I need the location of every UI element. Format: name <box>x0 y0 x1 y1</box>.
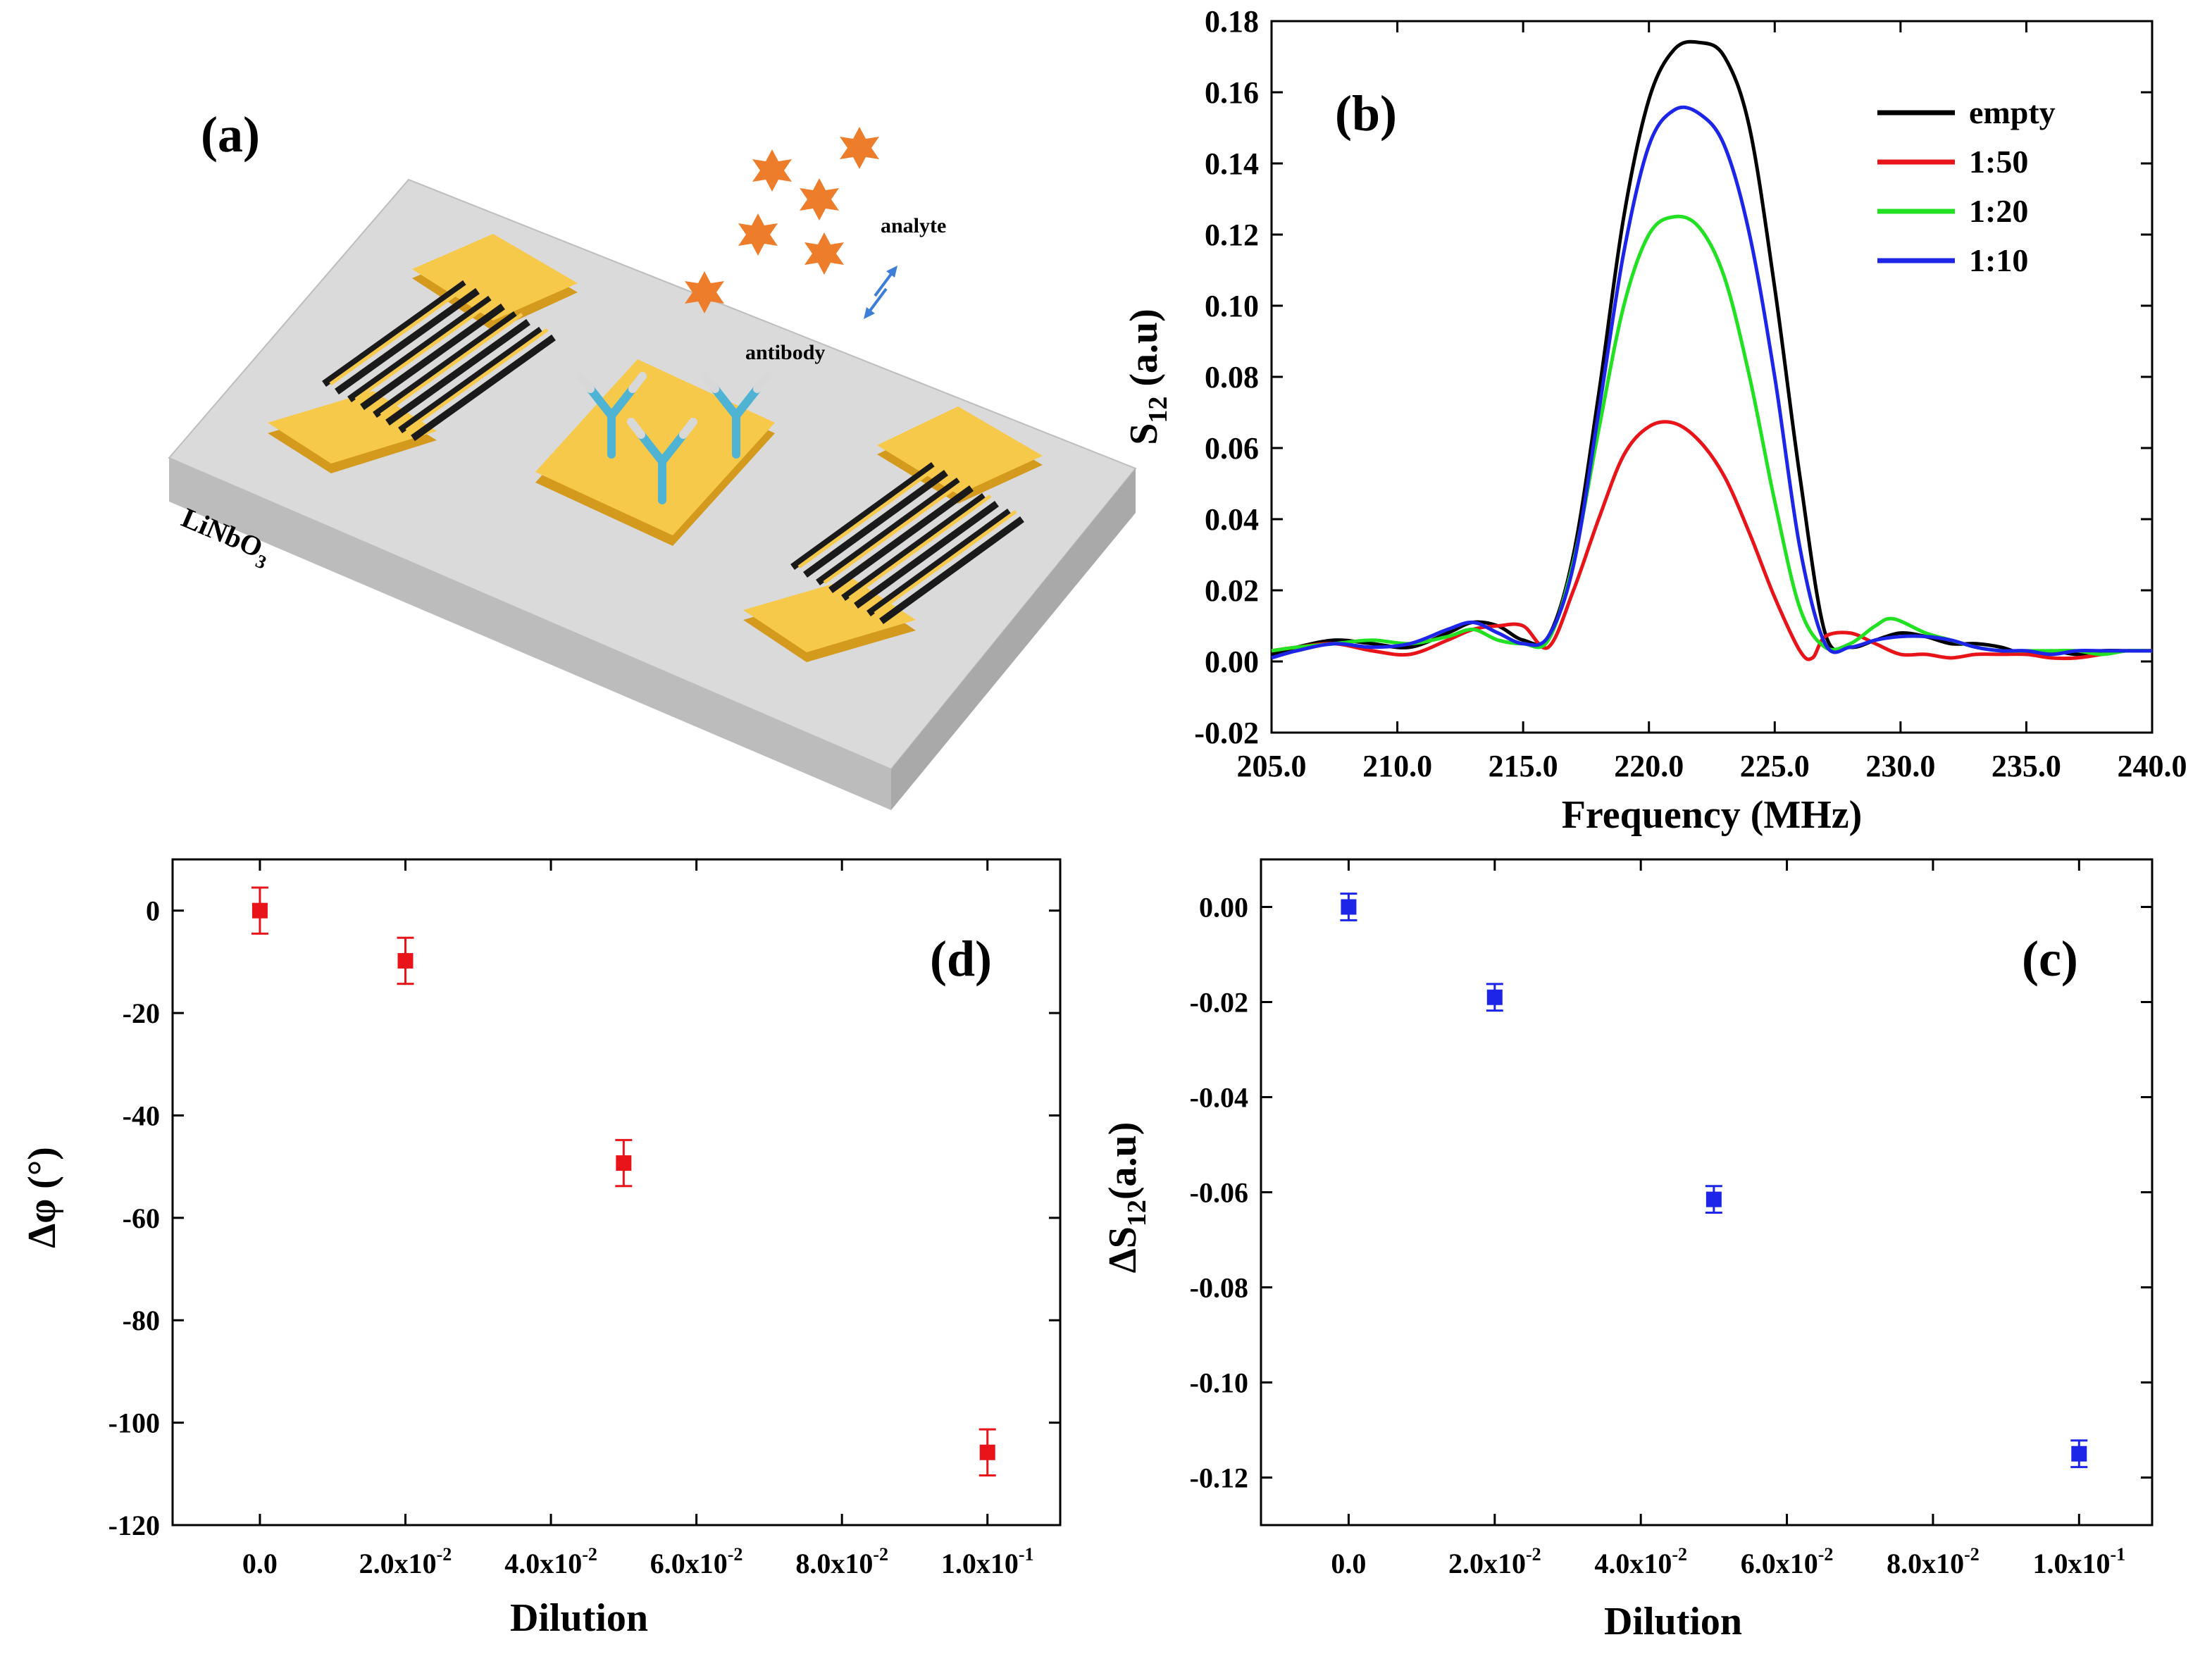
chart-b-series-line <box>1271 105 2152 660</box>
chart-b-y-tick-label: 0.16 <box>1205 75 1259 110</box>
chart-c-y-tick-label: -0.04 <box>1190 1082 1248 1114</box>
chart-d-x-tick-label: 1.0x10-1 <box>941 1544 1034 1579</box>
chart-b-panel-label: (b) <box>1335 85 1397 142</box>
chart-d-x-tick-label: 4.0x10-2 <box>504 1544 597 1579</box>
chart-b-y-axis-title: S12 (a.u) <box>1122 309 1173 445</box>
chart-b-y-tick-label: 0.06 <box>1205 431 1259 466</box>
chart-b-legend-label: 1:50 <box>1969 144 2028 180</box>
chart-c-y-tick-label: -0.10 <box>1190 1367 1248 1399</box>
chart-d-x-tick-label: 6.0x10-2 <box>650 1544 743 1579</box>
chart-d-data-point <box>251 902 268 919</box>
chart-b-x-tick-label: 225.0 <box>1740 749 1810 783</box>
binding-arrows-icon <box>864 266 897 319</box>
chart-b-x-tick-label: 235.0 <box>1992 749 2061 783</box>
chart-b-y-tick-label: 0.04 <box>1205 502 1259 537</box>
chart-c-x-tick-label: 8.0x10-2 <box>1887 1544 1980 1579</box>
chart-c-data-point <box>1705 1191 1722 1207</box>
chart-d-data-point <box>397 952 414 969</box>
analyte-label: analyte <box>881 214 946 237</box>
chart-c-data-point <box>1486 989 1503 1005</box>
chart-d-data-point <box>616 1155 632 1171</box>
chart-b-y-tick-label: 0.10 <box>1205 289 1259 323</box>
chart-b-x-tick-label: 220.0 <box>1614 749 1684 783</box>
chart-c-y-tick-label: -0.06 <box>1190 1177 1248 1209</box>
analyte-icon <box>685 127 879 313</box>
chart-b-s12-spectrum: 205.0 210.0 215.0 220.0 225.0 230.0 235.0 240.0… <box>1122 4 2187 837</box>
chart-b-y-tick-label: 0.08 <box>1205 360 1259 394</box>
chart-b-x-axis-title: Frequency (MHz) <box>1562 793 1863 837</box>
left-idt-electrode <box>268 234 578 473</box>
chart-c-panel-label: (c) <box>2022 931 2078 987</box>
chart-b-x-tick-label: 240.0 <box>2118 749 2187 783</box>
chart-d-y-tick-label: -120 <box>108 1510 160 1541</box>
substrate-side <box>891 468 1136 810</box>
antibody-label: antibody <box>745 341 825 364</box>
chart-c-x-tick-label: 1.0x10-1 <box>2032 1544 2125 1579</box>
chart-c-data-point <box>2071 1445 2087 1462</box>
chart-b-x-tick-label: 230.0 <box>1865 749 1935 783</box>
chart-b-y-tick-label: 0.02 <box>1205 573 1259 608</box>
chart-d-y-axis-title: Δφ (°) <box>20 1147 64 1248</box>
chart-b-series-line <box>1271 420 2153 661</box>
chart-d-y-tick-label: -20 <box>123 997 160 1029</box>
chart-c-y-tick-label: 0.00 <box>1199 892 1248 924</box>
chart-b-series-line <box>1271 39 2152 657</box>
chart-d-plot-frame <box>171 858 1062 1526</box>
antibody-icon <box>576 372 771 504</box>
chart-b-y-tick-label: 0.12 <box>1205 218 1259 252</box>
chart-c-x-tick-label: 2.0x10-2 <box>1448 1544 1541 1579</box>
chart-b-legend: empty 1:50 1:20 1:10 <box>1877 94 2056 278</box>
chart-d-x-tick-label: 8.0x10-2 <box>795 1544 888 1579</box>
panel-a-label: (a) <box>201 106 260 163</box>
chart-b-x-tick-label: 210.0 <box>1362 749 1432 783</box>
chart-b-series-line <box>1271 214 2153 657</box>
chart-c-y-tick-label: -0.02 <box>1190 987 1248 1019</box>
chart-d-phase-shift: 0.0 2.0x10-2 4.0x10-2 6.0x10-2 8.0x10-2 1.0x1… <box>20 858 1062 1640</box>
substrate-front <box>169 458 891 810</box>
chart-b-x-tick-label: 205.0 <box>1237 749 1307 783</box>
panel-a-schematic: LiNbO3 <box>168 106 1137 810</box>
chart-b-legend-label: empty <box>1969 94 2056 130</box>
chart-d-x-tick-label: 0.0 <box>242 1548 278 1579</box>
chart-b-y-tick-label: 0.14 <box>1205 147 1259 181</box>
chart-b-y-tick-label: -0.02 <box>1194 716 1259 750</box>
chart-d-x-axis-title: Dilution <box>510 1596 648 1640</box>
chart-b-legend-label: 1:10 <box>1969 242 2028 278</box>
chart-c-x-axis-title: Dilution <box>1604 1600 1742 1643</box>
chart-c-y-axis-title: ΔS12(a.u) <box>1101 1122 1152 1274</box>
chart-c-x-tick-label: 4.0x10-2 <box>1594 1544 1687 1579</box>
chart-b-y-tick-label: 0.00 <box>1205 645 1259 679</box>
chart-d-y-tick-label: -40 <box>123 1100 160 1131</box>
right-idt-electrode <box>743 406 1043 662</box>
chart-c-y-tick-label: -0.12 <box>1190 1462 1248 1494</box>
chart-c-x-tick-label: 0.0 <box>1331 1548 1366 1579</box>
chart-c-s12-shift: 0.0 2.0x10-2 4.0x10-2 6.0x10-2 8.0x10-2 1.0x1… <box>1101 858 2154 1643</box>
chart-b-x-tick-label: 215.0 <box>1489 749 1558 783</box>
chart-c-x-tick-label: 6.0x10-2 <box>1741 1544 1834 1579</box>
chart-d-x-tick-label: 2.0x10-2 <box>359 1544 452 1579</box>
chart-d-y-tick-label: -100 <box>108 1407 160 1439</box>
chart-c-y-tick-label: -0.08 <box>1190 1272 1248 1304</box>
chart-d-data-point <box>979 1444 995 1460</box>
chart-b-y-tick-label: 0.18 <box>1205 4 1259 39</box>
chart-d-panel-label: (d) <box>930 931 992 987</box>
chart-d-y-tick-label: 0 <box>146 895 160 927</box>
chart-d-y-tick-label: -60 <box>123 1202 160 1234</box>
chart-d-y-tick-label: -80 <box>123 1305 160 1336</box>
chart-c-data-point <box>1341 899 1357 915</box>
chart-b-legend-label: 1:20 <box>1969 193 2028 229</box>
